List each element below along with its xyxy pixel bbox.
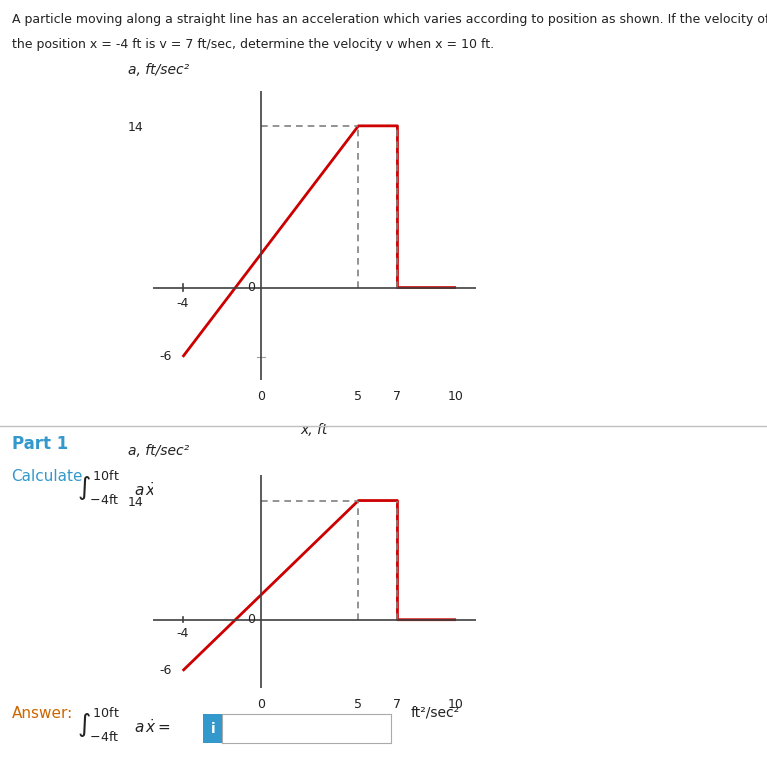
Text: -4: -4 xyxy=(176,626,189,639)
Text: -4: -4 xyxy=(176,297,189,310)
Text: A particle moving along a straight line has an acceleration which varies accordi: A particle moving along a straight line … xyxy=(12,13,767,26)
Text: $a\,\dot{x} =$: $a\,\dot{x} =$ xyxy=(134,718,171,736)
Text: $\int_{-4\rm{ft}}^{10\rm{ft}}$: $\int_{-4\rm{ft}}^{10\rm{ft}}$ xyxy=(77,706,120,744)
Text: Calculate: Calculate xyxy=(12,469,83,484)
Text: Answer:: Answer: xyxy=(12,706,73,721)
Text: $\int_{-4\rm{ft}}^{10\rm{ft}}$: $\int_{-4\rm{ft}}^{10\rm{ft}}$ xyxy=(77,469,120,507)
Text: -6: -6 xyxy=(160,350,172,363)
Text: the position x = -4 ft is v = 7 ft/sec, determine the velocity v when x = 10 ft.: the position x = -4 ft is v = 7 ft/sec, … xyxy=(12,38,494,52)
Text: a, ft/sec²: a, ft/sec² xyxy=(127,63,189,77)
Text: i: i xyxy=(210,722,216,736)
Text: ft²/sec²: ft²/sec² xyxy=(410,706,459,720)
Text: 0: 0 xyxy=(247,281,255,294)
Text: 0: 0 xyxy=(247,613,255,626)
Text: $a\,\dot{x}.$: $a\,\dot{x}.$ xyxy=(134,481,160,499)
Text: -6: -6 xyxy=(160,664,172,677)
Text: Part 1: Part 1 xyxy=(12,435,67,454)
Text: x, ft: x, ft xyxy=(301,423,328,437)
Text: x, ft: x, ft xyxy=(301,726,328,740)
Text: a, ft/sec²: a, ft/sec² xyxy=(127,444,189,458)
